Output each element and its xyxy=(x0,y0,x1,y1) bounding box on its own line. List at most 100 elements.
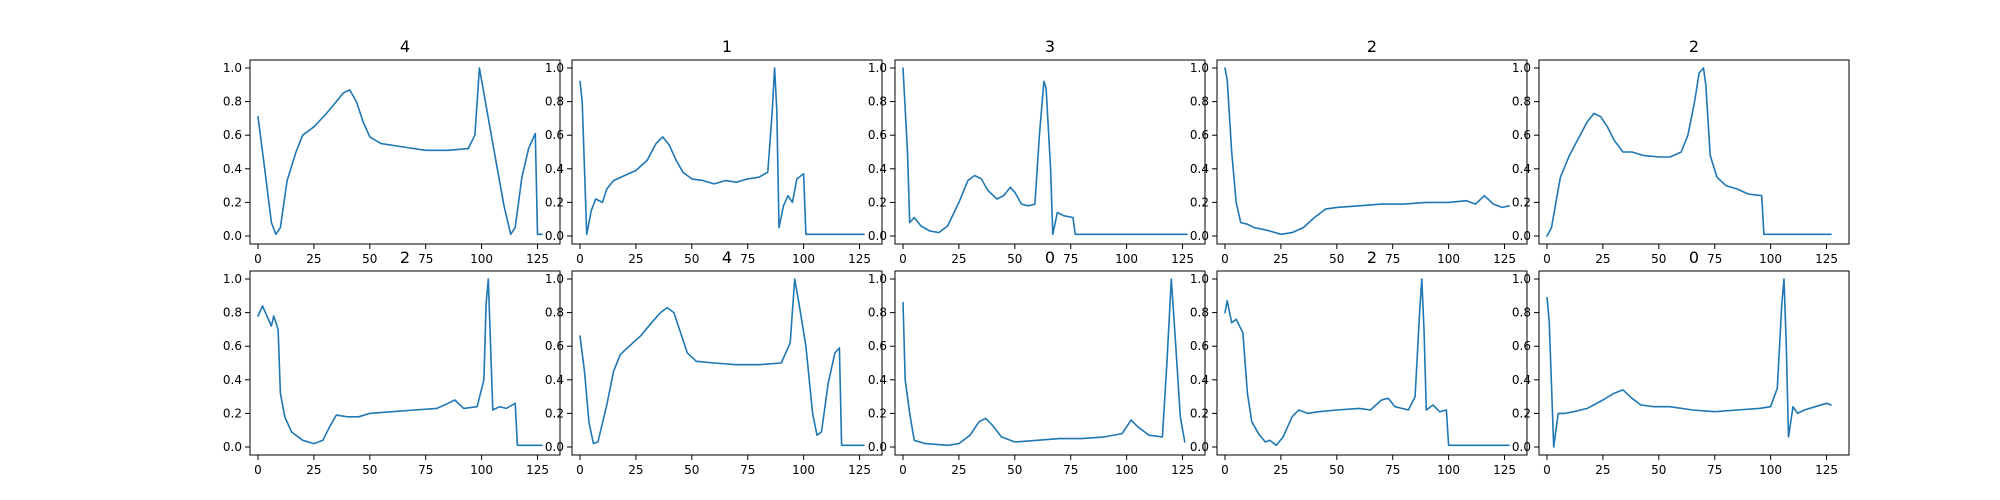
x-tick-label: 25 xyxy=(951,252,966,266)
x-tick-label: 0 xyxy=(899,463,907,477)
x-tick-label: 0 xyxy=(1543,252,1551,266)
plot-frame xyxy=(249,270,561,456)
x-tick-label: 0 xyxy=(1221,463,1229,477)
subplot-3: 2 0 25 50 75 100 125 0.0 0.2 0.4 0.6 0.8 1.0 xyxy=(1190,37,1528,266)
subplot-5: 2 0 25 50 75 100 125 0.0 0.2 0.4 0.6 0.8 1.0 xyxy=(223,248,561,477)
y-tick-label: 1.0 xyxy=(1190,61,1209,75)
series-line xyxy=(1546,278,1832,448)
x-tick-label: 100 xyxy=(470,463,493,477)
x-tick-label: 25 xyxy=(1595,252,1610,266)
x-tick-label: 25 xyxy=(628,252,643,266)
x-tick-label: 50 xyxy=(362,252,377,266)
series-line xyxy=(902,278,1186,447)
x-tick-label: 125 xyxy=(1493,252,1516,266)
y-tick-label: 0.8 xyxy=(1190,306,1209,320)
subplot-6: 4 0 25 50 75 100 125 0.0 0.2 0.4 0.6 0.8 1.0 xyxy=(545,248,883,477)
x-tick-label: 75 xyxy=(1063,463,1078,477)
series-line xyxy=(257,278,543,447)
y-tick-label: 0.2 xyxy=(1512,195,1531,209)
subplot-0: 4 0 25 50 75 100 125 0.0 0.2 0.4 0.6 0.8 1.0 xyxy=(223,37,561,266)
y-tick-label: 0.0 xyxy=(545,229,564,243)
subplot-8: 2 0 25 50 75 100 125 0.0 0.2 0.4 0.6 0.8 1.0 xyxy=(1190,248,1528,477)
subplot-title: 0 xyxy=(1045,248,1055,267)
y-tick-label: 0.0 xyxy=(1190,440,1209,454)
x-tick-label: 75 xyxy=(1707,463,1722,477)
x-tick-label: 75 xyxy=(418,463,433,477)
plot-frame xyxy=(571,59,883,245)
y-tick-label: 0.6 xyxy=(1190,128,1209,142)
y-tick-label: 0.4 xyxy=(545,162,564,176)
series-line xyxy=(1546,67,1832,237)
y-tick-label: 0.4 xyxy=(223,373,242,387)
subplot-4: 2 0 25 50 75 100 125 0.0 0.2 0.4 0.6 0.8 1.0 xyxy=(1512,37,1850,266)
plot-frame xyxy=(1216,270,1528,456)
y-tick-label: 0.2 xyxy=(223,406,242,420)
series-line xyxy=(579,67,865,236)
series-line xyxy=(1224,67,1510,236)
x-tick-label: 75 xyxy=(418,252,433,266)
x-tick-label: 125 xyxy=(848,252,871,266)
y-tick-label: 1.0 xyxy=(223,61,242,75)
y-tick-label: 0.0 xyxy=(223,229,242,243)
x-tick-label: 0 xyxy=(254,252,262,266)
series-line xyxy=(902,67,1188,236)
y-tick-label: 0.4 xyxy=(1190,373,1209,387)
y-tick-label: 0.4 xyxy=(868,373,887,387)
y-tick-label: 0.8 xyxy=(223,95,242,109)
subplot-title: 2 xyxy=(400,248,410,267)
x-tick-label: 25 xyxy=(1273,463,1288,477)
y-tick-label: 0.2 xyxy=(223,195,242,209)
x-tick-label: 75 xyxy=(1385,252,1400,266)
subplot-title: 4 xyxy=(400,37,410,56)
y-tick-label: 0.2 xyxy=(1190,195,1209,209)
x-tick-label: 125 xyxy=(1171,252,1194,266)
y-tick-label: 0.2 xyxy=(1512,406,1531,420)
y-tick-label: 1.0 xyxy=(1512,61,1531,75)
x-tick-label: 25 xyxy=(306,463,321,477)
y-tick-label: 1.0 xyxy=(1190,272,1209,286)
x-tick-label: 50 xyxy=(1007,463,1022,477)
plot-frame xyxy=(249,59,561,245)
subplot-9: 0 0 25 50 75 100 125 0.0 0.2 0.4 0.6 0.8 1.0 xyxy=(1512,248,1850,477)
y-tick-label: 1.0 xyxy=(545,61,564,75)
x-tick-label: 50 xyxy=(684,463,699,477)
x-tick-label: 75 xyxy=(1063,252,1078,266)
x-tick-label: 50 xyxy=(362,463,377,477)
y-tick-label: 0.8 xyxy=(1190,95,1209,109)
x-tick-label: 100 xyxy=(1759,463,1782,477)
y-tick-label: 0.0 xyxy=(1190,229,1209,243)
y-tick-label: 0.8 xyxy=(545,306,564,320)
subplot-title: 2 xyxy=(1689,37,1699,56)
x-tick-label: 25 xyxy=(306,252,321,266)
y-tick-label: 0.2 xyxy=(1190,406,1209,420)
plot-frame xyxy=(571,270,883,456)
x-tick-label: 75 xyxy=(740,463,755,477)
x-tick-label: 0 xyxy=(1221,252,1229,266)
plot-frame xyxy=(1538,59,1850,245)
y-tick-label: 0.2 xyxy=(868,406,887,420)
x-tick-label: 125 xyxy=(526,463,549,477)
x-tick-label: 125 xyxy=(1815,252,1838,266)
y-tick-label: 0.0 xyxy=(545,440,564,454)
x-tick-label: 100 xyxy=(470,252,493,266)
x-tick-label: 0 xyxy=(576,463,584,477)
y-tick-label: 0.6 xyxy=(868,128,887,142)
y-tick-label: 0.4 xyxy=(223,162,242,176)
subplot-title: 4 xyxy=(722,248,732,267)
y-tick-label: 0.4 xyxy=(868,162,887,176)
subplot-1: 1 0 25 50 75 100 125 0.0 0.2 0.4 0.6 0.8 1.0 xyxy=(545,37,883,266)
y-tick-label: 0.4 xyxy=(1190,162,1209,176)
x-tick-label: 0 xyxy=(254,463,262,477)
x-tick-label: 0 xyxy=(1543,463,1551,477)
subplot-title: 3 xyxy=(1045,37,1055,56)
subplot-title: 2 xyxy=(1367,248,1377,267)
subplot-title: 0 xyxy=(1689,248,1699,267)
y-tick-label: 0.8 xyxy=(545,95,564,109)
y-tick-label: 0.6 xyxy=(1190,339,1209,353)
x-tick-label: 25 xyxy=(628,463,643,477)
y-tick-label: 1.0 xyxy=(223,272,242,286)
y-tick-label: 0.4 xyxy=(545,373,564,387)
x-tick-label: 100 xyxy=(792,252,815,266)
x-tick-label: 100 xyxy=(1437,252,1460,266)
x-tick-label: 25 xyxy=(951,463,966,477)
